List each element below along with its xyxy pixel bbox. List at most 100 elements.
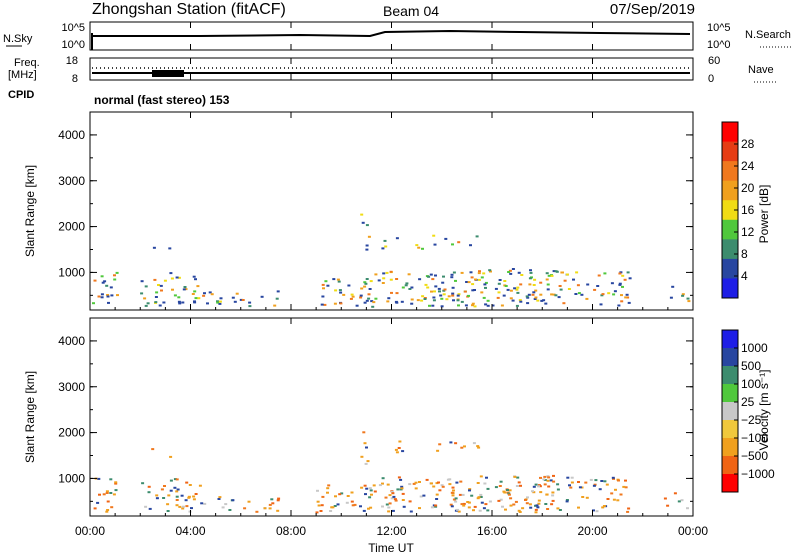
range-gate-cell (528, 503, 532, 506)
range-gate-cell (367, 293, 371, 296)
range-gate-cell (534, 483, 538, 486)
range-gate-cell (394, 499, 398, 502)
range-gate-cell (382, 272, 386, 275)
range-gate-cell (556, 483, 560, 486)
range-gate-cell (626, 296, 630, 299)
range-gate-cell (365, 487, 369, 490)
range-gate-cell (496, 296, 500, 299)
range-gate-cell (424, 283, 428, 286)
range-gate-cell (390, 291, 393, 294)
range-gate-cell (580, 293, 584, 296)
range-gate-cell (268, 503, 272, 506)
range-gate-cell (456, 508, 460, 511)
range-gate-cell (386, 300, 390, 303)
range-gate-cell (687, 300, 691, 303)
colorbar-swatch (722, 438, 738, 457)
range-gate-cell (519, 300, 523, 303)
range-gate-cell (445, 298, 449, 301)
range-gate-cell (576, 284, 580, 287)
range-gate-cell (619, 493, 623, 496)
range-gate-cell (432, 296, 436, 299)
range-gate-cell (508, 489, 512, 492)
range-gate-cell (173, 478, 177, 481)
range-gate-cell (546, 479, 550, 482)
range-gate-cell (551, 499, 555, 502)
range-gate-cell (216, 300, 219, 303)
power-data (92, 213, 691, 308)
range-gate-cell (109, 478, 113, 481)
range-gate-cell (157, 284, 160, 286)
range-gate-cell (488, 269, 492, 272)
range-gate-cell (218, 300, 222, 303)
range-gate-cell (592, 509, 595, 512)
range-gate-cell (224, 503, 228, 506)
range-gate-cell (422, 494, 426, 497)
range-gate-cell (366, 460, 370, 463)
range-gate-cell (467, 281, 471, 284)
range-gate-cell (400, 485, 404, 488)
range-gate-cell (100, 293, 104, 296)
range-gate-cell (377, 279, 381, 282)
range-gate-cell (233, 300, 237, 303)
range-gate-cell (617, 479, 620, 482)
y-tick-label: 4000 (58, 334, 85, 348)
range-gate-cell (198, 484, 202, 487)
range-gate-cell (430, 506, 434, 509)
range-gate-cell (386, 483, 390, 486)
range-gate-cell (619, 271, 623, 274)
range-gate-cell (208, 291, 212, 294)
range-gate-cell (112, 493, 116, 496)
range-gate-cell (185, 505, 189, 508)
range-gate-cell (577, 481, 580, 483)
range-gate-cell (449, 503, 453, 506)
range-gate-cell (93, 279, 97, 282)
range-gate-cell (419, 495, 423, 498)
range-gate-cell (155, 494, 159, 497)
range-gate-cell (113, 278, 117, 281)
range-gate-cell (169, 455, 173, 458)
range-gate-cell (100, 296, 104, 299)
range-gate-cell (429, 273, 433, 276)
range-gate-cell (154, 301, 158, 304)
colorbar-swatch (722, 200, 738, 221)
range-gate-cell (326, 487, 330, 490)
range-gate-cell (570, 476, 574, 479)
range-gate-cell (513, 475, 517, 478)
range-gate-cell (381, 247, 385, 250)
range-gate-cell (448, 478, 452, 481)
range-gate-cell (410, 302, 414, 305)
range-gate-cell (190, 507, 193, 510)
y-tick-label: 3000 (58, 174, 85, 188)
range-gate-cell (241, 299, 245, 301)
range-gate-cell (454, 497, 458, 500)
range-gate-cell (494, 287, 498, 290)
range-gate-cell (536, 299, 540, 302)
range-gate-cell (114, 481, 118, 484)
range-gate-cell (671, 285, 675, 288)
range-gate-cell (155, 497, 159, 500)
range-gate-cell (620, 294, 623, 297)
range-gate-cell (546, 283, 550, 286)
colorbar-tick-label: 100 (741, 377, 761, 391)
range-gate-cell (552, 293, 556, 296)
range-gate-cell (401, 499, 405, 501)
range-gate-cell (624, 479, 627, 482)
range-gate-cell (669, 296, 673, 299)
range-gate-cell (102, 493, 106, 496)
range-gate-cell (509, 504, 513, 507)
range-gate-cell (388, 502, 392, 505)
range-gate-cell (433, 290, 436, 293)
range-gate-cell (516, 291, 520, 294)
x-tick-label: 08:00 (276, 524, 306, 538)
x-tick-label: 20:00 (577, 524, 607, 538)
range-gate-cell (427, 275, 431, 278)
power-ylabel: Slant Range [km] (23, 165, 37, 257)
range-gate-cell (598, 488, 602, 491)
range-gate-cell (395, 278, 399, 280)
range-gate-cell (105, 284, 109, 287)
range-gate-cell (326, 284, 330, 287)
range-gate-cell (612, 477, 615, 480)
colorbar-tick-label: 28 (741, 137, 755, 151)
range-gate-cell (626, 510, 630, 513)
range-gate-cell (350, 293, 354, 296)
